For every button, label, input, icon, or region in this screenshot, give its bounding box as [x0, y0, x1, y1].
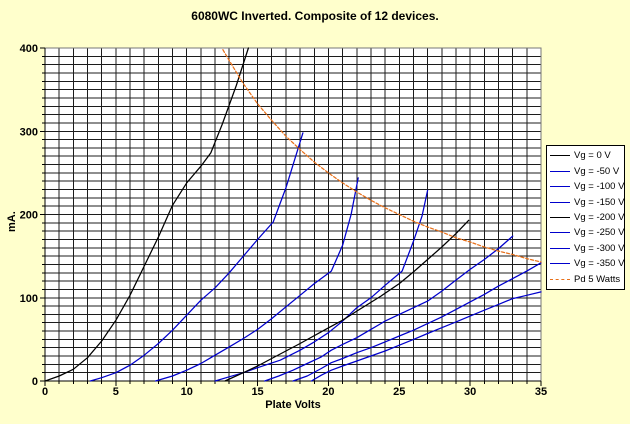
x-tick-label: 35 [535, 386, 547, 398]
legend-item: Vg = -100 V [550, 180, 625, 194]
legend-label: Vg = -350 V [574, 258, 625, 270]
legend-label: Pd 5 Watts [574, 273, 621, 285]
legend-item: Vg = -250 V [550, 226, 625, 240]
legend-line-swatch [550, 186, 570, 188]
chart-title: 6080WC Inverted. Composite of 12 devices… [191, 9, 439, 23]
legend-item: Vg = -300 V [550, 241, 625, 255]
y-tick-label: 0 [32, 376, 38, 388]
legend-item: Vg = 0 V [550, 149, 621, 163]
legend-item: Vg = -50 V [550, 164, 621, 178]
legend-line-swatch [550, 216, 570, 218]
legend-line-swatch [550, 232, 570, 234]
series-curve-vg--50-v [89, 132, 304, 382]
legend-line-swatch [550, 278, 570, 280]
series-curve-vg--350-v [310, 291, 542, 382]
legend-line-swatch [550, 170, 570, 172]
legend-item: Vg = -200 V [550, 210, 625, 224]
x-tick-label: 5 [113, 386, 119, 398]
series-curve-vg-0-v [45, 47, 250, 382]
x-tick-label: 20 [322, 386, 334, 398]
legend-item: Vg = -150 V [550, 195, 625, 209]
x-tick-label: 15 [251, 386, 263, 398]
y-tick-label: 400 [20, 43, 38, 55]
y-tick-label: 200 [20, 210, 38, 222]
legend-item: Vg = -350 V [550, 257, 625, 271]
legend-label: Vg = -200 V [574, 211, 625, 223]
legend-line-swatch [550, 263, 570, 265]
curves [45, 47, 542, 382]
series-curve-vg--100-v [154, 177, 359, 382]
legend-label: Vg = -150 V [574, 196, 625, 208]
legend-label: Vg = -300 V [574, 242, 625, 254]
legend-line-swatch [550, 155, 570, 157]
series-curve-vg--300-v [292, 262, 542, 382]
y-tick-label: 300 [20, 126, 38, 138]
x-tick-label: 30 [464, 386, 476, 398]
x-tick-label: 10 [181, 386, 193, 398]
legend-item: Pd 5 Watts [550, 272, 621, 286]
axis-ticks [40, 47, 542, 386]
x-tick-label: 25 [393, 386, 405, 398]
series-curve-pd-5-watts [222, 49, 542, 263]
legend-label: Vg = -100 V [574, 181, 625, 193]
legend-label: Vg = 0 V [574, 150, 611, 162]
x-axis-title: Plate Volts [265, 399, 321, 411]
x-tick-label: 0 [42, 386, 48, 398]
legend-label: Vg = -250 V [574, 227, 625, 239]
series-curve-vg--150-v [214, 189, 429, 382]
series-curve-vg--200-v [224, 219, 470, 382]
legend: Vg = 0 V Vg = -50 V Vg = -100 V Vg = -15… [546, 145, 625, 290]
y-tick-label: 100 [20, 293, 38, 305]
gridlines [44, 47, 542, 382]
legend-line-swatch [550, 247, 570, 249]
series-curve-vg--250-v [264, 235, 514, 382]
legend-line-swatch [550, 201, 570, 203]
legend-label: Vg = -50 V [574, 165, 620, 177]
